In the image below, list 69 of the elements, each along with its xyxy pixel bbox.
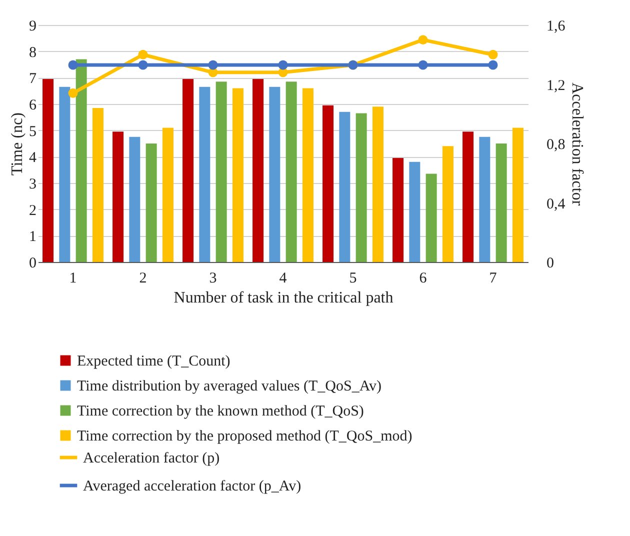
bar <box>76 59 87 262</box>
bar <box>339 112 350 262</box>
y-tick-label: 7 <box>29 71 37 88</box>
point <box>138 60 148 70</box>
y-tick-label: 8 <box>29 44 36 61</box>
y2-tick-label: 0,8 <box>546 137 566 153</box>
bar <box>182 78 194 262</box>
bar <box>129 136 140 262</box>
bar <box>322 105 334 262</box>
y-tick-label: 1 <box>29 229 36 246</box>
x-tick-label: 1 <box>69 270 77 286</box>
point <box>488 60 498 70</box>
legend-label: Time correction by the known method (T_QoS) <box>77 404 364 420</box>
legend-label: Time correction by the proposed method (T_QoS_mod) <box>77 428 412 444</box>
y-tick-label: 9 <box>29 18 36 34</box>
bar <box>232 88 244 262</box>
x-tick-label: 3 <box>209 270 217 286</box>
y2-tick-label: 0,4 <box>546 196 566 212</box>
y2-tick-label: 0 <box>546 256 554 272</box>
x-tick-label: 6 <box>419 270 428 286</box>
y-tick-label: 2 <box>29 202 36 219</box>
y-tick-label: 6 <box>29 98 37 114</box>
point <box>68 60 78 70</box>
y-tick-label: 4 <box>29 150 37 166</box>
bar <box>496 144 507 262</box>
bar <box>92 108 104 262</box>
y-tick-label: 3 <box>29 176 36 192</box>
point <box>68 88 78 98</box>
y2-axis-title: Acceleration factor <box>568 82 586 206</box>
y-axis-title: Time (nc) <box>9 112 26 176</box>
point <box>138 50 148 60</box>
bar <box>372 106 384 262</box>
bar <box>146 144 157 262</box>
y2-tick-label: 1,6 <box>546 18 566 34</box>
bar <box>356 113 367 262</box>
point <box>418 60 428 70</box>
legend-label: Time distribution by averaged values (T_QoS_Av) <box>77 378 382 394</box>
x-tick-label: 2 <box>139 270 147 286</box>
bar <box>512 128 524 262</box>
bar <box>462 132 474 262</box>
point <box>208 60 218 70</box>
point <box>488 50 498 60</box>
bar <box>112 132 124 262</box>
bar <box>59 86 70 262</box>
bar <box>42 78 54 262</box>
legend-label: Averaged acceleration factor (p_Av) <box>83 478 302 494</box>
x-tick-label: 4 <box>279 270 288 286</box>
point <box>418 35 428 45</box>
x-axis-title: Number of task in the critical path <box>174 290 394 306</box>
bar <box>162 128 174 262</box>
bar <box>286 82 297 262</box>
legend-label: Expected time (T_Count) <box>77 354 230 370</box>
legend-label: Acceleration factor (p) <box>83 450 220 466</box>
y2-tick-label: 1,2 <box>546 78 566 94</box>
y-tick-label: 5 <box>29 124 36 140</box>
bar <box>426 174 437 262</box>
bar <box>409 162 420 262</box>
bar <box>252 78 264 262</box>
x-tick-label: 5 <box>349 270 357 286</box>
bar <box>442 146 454 262</box>
y-tick-label: 0 <box>29 256 36 272</box>
bar <box>479 136 490 262</box>
bar <box>216 82 227 262</box>
point <box>278 60 288 70</box>
bar <box>269 86 280 262</box>
bar <box>302 88 314 262</box>
bar <box>199 86 210 262</box>
bar <box>392 158 404 262</box>
x-tick-label: 7 <box>489 270 498 286</box>
